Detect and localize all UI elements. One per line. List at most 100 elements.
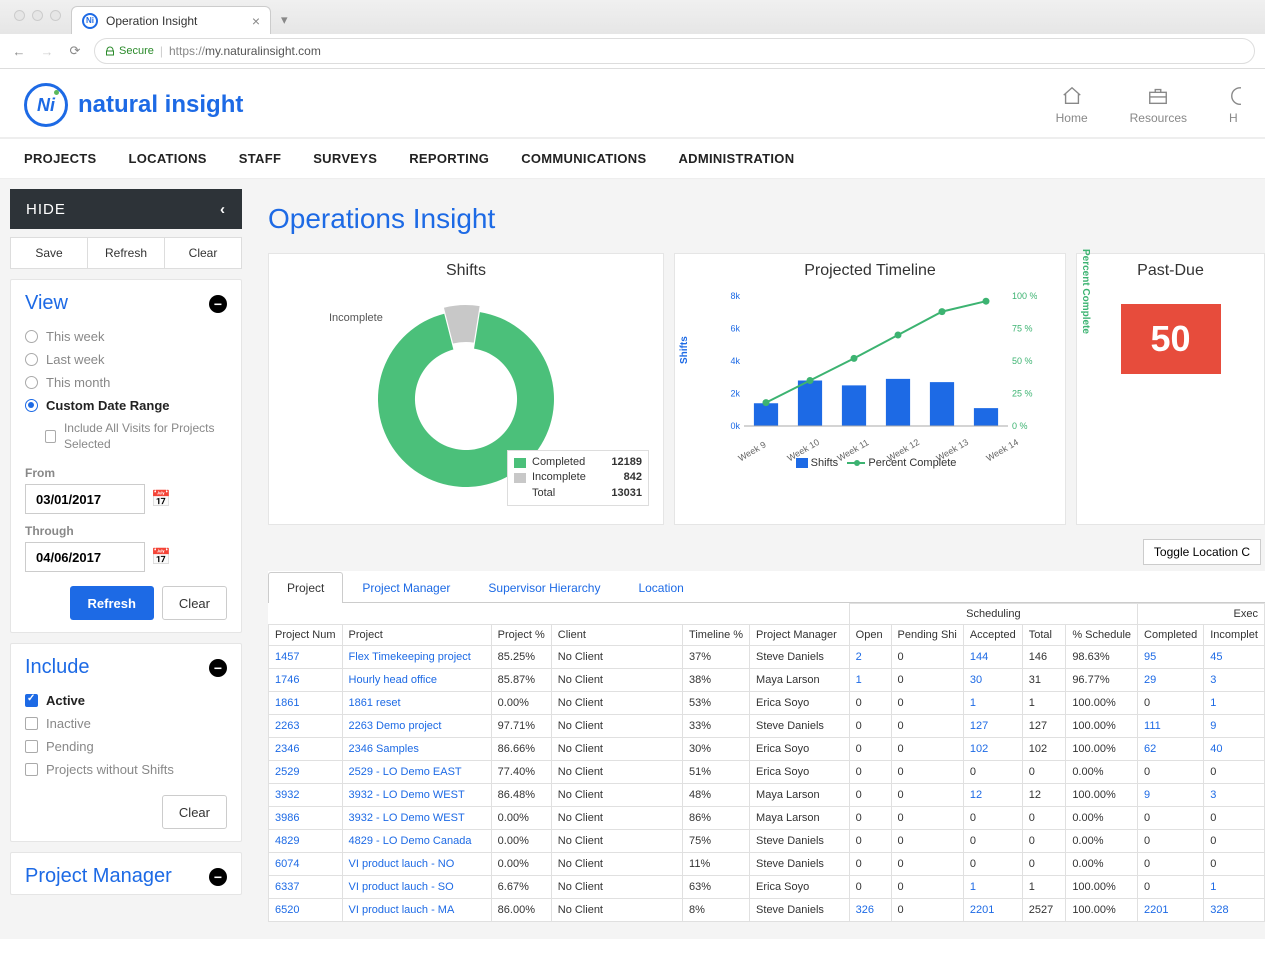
- nav-item[interactable]: COMMUNICATIONS: [521, 151, 646, 166]
- nav-item[interactable]: PROJECTS: [24, 151, 96, 166]
- cell-link[interactable]: 30: [970, 674, 982, 686]
- cell-link[interactable]: 95: [1144, 651, 1156, 663]
- cell-link[interactable]: 1746: [275, 674, 299, 686]
- col-header[interactable]: Timeline %: [683, 625, 750, 646]
- include-option[interactable]: Projects without Shifts: [25, 758, 227, 781]
- col-header[interactable]: % Schedule: [1066, 625, 1138, 646]
- view-option[interactable]: This week: [25, 325, 227, 348]
- view-option[interactable]: Custom Date Range: [25, 394, 227, 417]
- cell-link[interactable]: 29: [1144, 674, 1156, 686]
- tab-project-manager[interactable]: Project Manager: [343, 572, 469, 603]
- reload-icon[interactable]: ⟳: [66, 42, 84, 60]
- nav-item[interactable]: ADMINISTRATION: [678, 151, 794, 166]
- through-date-input[interactable]: [25, 542, 145, 572]
- cell-link[interactable]: 2529: [275, 766, 299, 778]
- nav-item[interactable]: REPORTING: [409, 151, 489, 166]
- collapse-icon[interactable]: −: [209, 659, 227, 677]
- hide-sidebar-button[interactable]: HIDE ‹: [10, 189, 242, 229]
- cell-link[interactable]: 1861: [275, 697, 299, 709]
- cell-link[interactable]: 4829: [275, 835, 299, 847]
- cell-link[interactable]: 3932: [275, 789, 299, 801]
- cell-link[interactable]: 6074: [275, 858, 299, 870]
- collapse-icon[interactable]: −: [209, 295, 227, 313]
- view-refresh-button[interactable]: Refresh: [70, 586, 154, 620]
- col-header[interactable]: Total: [1022, 625, 1066, 646]
- from-date-input[interactable]: [25, 484, 145, 514]
- back-icon[interactable]: ←: [10, 42, 28, 60]
- new-tab-button[interactable]: ▾: [271, 6, 298, 34]
- collapse-icon[interactable]: −: [209, 868, 227, 886]
- col-header[interactable]: Open: [849, 625, 891, 646]
- col-header[interactable]: Project %: [491, 625, 551, 646]
- cell-link[interactable]: Hourly head office: [349, 674, 437, 686]
- col-header[interactable]: Project Num: [269, 625, 343, 646]
- cell-link[interactable]: 9: [1210, 720, 1216, 732]
- include-option[interactable]: Inactive: [25, 712, 227, 735]
- nav-item[interactable]: STAFF: [239, 151, 281, 166]
- include-all-visits-check[interactable]: Include All Visits for Projects Selected: [45, 417, 227, 456]
- cell-link[interactable]: 2263 Demo project: [349, 720, 442, 732]
- cell-link[interactable]: VI product lauch - NO: [349, 858, 455, 870]
- cell-link[interactable]: 6520: [275, 904, 299, 916]
- cell-link[interactable]: 1861 reset: [349, 697, 401, 709]
- col-header[interactable]: Project Manager: [750, 625, 850, 646]
- tab-location[interactable]: Location: [619, 572, 702, 603]
- cell-link[interactable]: 326: [856, 904, 874, 916]
- forward-icon[interactable]: →: [38, 42, 56, 60]
- tab-project[interactable]: Project: [268, 572, 343, 603]
- cell-link[interactable]: 3932 - LO Demo WEST: [349, 812, 465, 824]
- cell-link[interactable]: 2529 - LO Demo EAST: [349, 766, 462, 778]
- home-nav[interactable]: Home: [1056, 85, 1088, 125]
- cell-link[interactable]: 1: [856, 674, 862, 686]
- window-controls[interactable]: [8, 0, 71, 29]
- h-nav[interactable]: H: [1229, 85, 1241, 125]
- cell-link[interactable]: 111: [1144, 720, 1161, 732]
- cell-link[interactable]: VI product lauch - MA: [349, 904, 455, 916]
- nav-item[interactable]: LOCATIONS: [128, 151, 206, 166]
- address-bar[interactable]: Secure | https://my.naturalinsight.com: [94, 38, 1255, 64]
- view-option[interactable]: This month: [25, 371, 227, 394]
- clear-button[interactable]: Clear: [165, 238, 241, 268]
- cell-link[interactable]: 45: [1210, 651, 1222, 663]
- cell-link[interactable]: 127: [970, 720, 988, 732]
- include-clear-button[interactable]: Clear: [162, 795, 227, 829]
- cell-link[interactable]: 4829 - LO Demo Canada: [349, 835, 472, 847]
- col-header[interactable]: Client: [551, 625, 682, 646]
- save-button[interactable]: Save: [11, 238, 88, 268]
- cell-link[interactable]: 3986: [275, 812, 299, 824]
- resources-nav[interactable]: Resources: [1130, 85, 1187, 125]
- cell-link[interactable]: 12: [970, 789, 982, 801]
- col-header[interactable]: Pending Shi: [891, 625, 963, 646]
- col-header[interactable]: Incomplet: [1204, 625, 1265, 646]
- cell-link[interactable]: 3932 - LO Demo WEST: [349, 789, 465, 801]
- cell-link[interactable]: 9: [1144, 789, 1150, 801]
- view-option[interactable]: Last week: [25, 348, 227, 371]
- cell-link[interactable]: 1: [970, 881, 976, 893]
- view-clear-button[interactable]: Clear: [162, 586, 227, 620]
- logo[interactable]: Ni natural insight: [24, 83, 243, 127]
- cell-link[interactable]: 1: [970, 697, 976, 709]
- cell-link[interactable]: 2201: [1144, 904, 1168, 916]
- cell-link[interactable]: 2: [856, 651, 862, 663]
- tab-supervisor-hierarchy[interactable]: Supervisor Hierarchy: [469, 572, 619, 603]
- cell-link[interactable]: Flex Timekeeping project: [349, 651, 471, 663]
- include-option[interactable]: Pending: [25, 735, 227, 758]
- include-option[interactable]: Active: [25, 689, 227, 712]
- cell-link[interactable]: 1: [1210, 697, 1216, 709]
- cell-link[interactable]: 6337: [275, 881, 299, 893]
- close-tab-icon[interactable]: ×: [252, 13, 260, 29]
- toggle-location-button[interactable]: Toggle Location C: [1143, 539, 1261, 565]
- col-header[interactable]: Project: [342, 625, 491, 646]
- col-header[interactable]: Completed: [1138, 625, 1204, 646]
- cell-link[interactable]: 2346: [275, 743, 299, 755]
- cell-link[interactable]: 3: [1210, 789, 1216, 801]
- refresh-button[interactable]: Refresh: [88, 238, 165, 268]
- cell-link[interactable]: 1: [1210, 881, 1216, 893]
- cell-link[interactable]: 1457: [275, 651, 299, 663]
- cell-link[interactable]: 2201: [970, 904, 994, 916]
- cell-link[interactable]: 102: [970, 743, 988, 755]
- cell-link[interactable]: 40: [1210, 743, 1222, 755]
- calendar-icon[interactable]: 📅: [151, 547, 171, 567]
- cell-link[interactable]: 3: [1210, 674, 1216, 686]
- cell-link[interactable]: 2346 Samples: [349, 743, 419, 755]
